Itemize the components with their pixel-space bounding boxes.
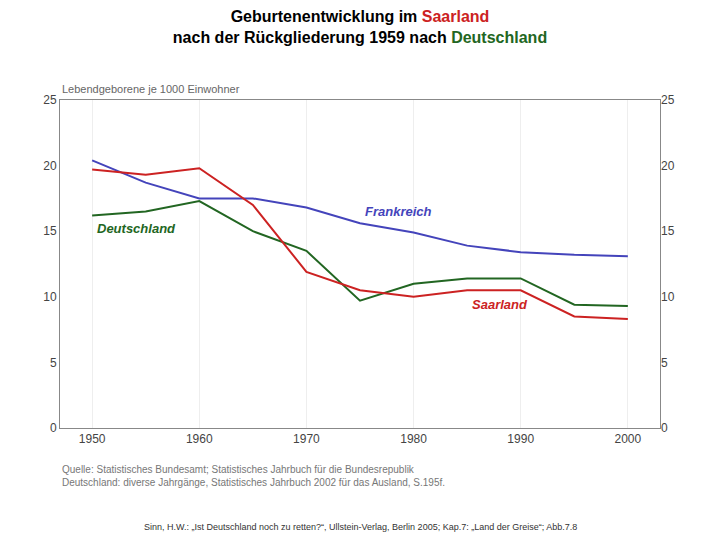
svg-text:10: 10 xyxy=(43,290,57,304)
svg-text:1960: 1960 xyxy=(186,432,213,446)
svg-text:Sinn, H.W.: „Ist Deutschland n: Sinn, H.W.: „Ist Deutschland noch zu ret… xyxy=(144,522,577,532)
svg-text:15: 15 xyxy=(661,224,675,238)
svg-text:1950: 1950 xyxy=(79,432,106,446)
svg-text:20: 20 xyxy=(43,159,57,173)
svg-text:25: 25 xyxy=(661,93,675,107)
svg-text:Lebendgeborene je 1000 Einwohn: Lebendgeborene je 1000 Einwohner xyxy=(62,83,240,95)
svg-text:Deutschland: Deutschland xyxy=(97,221,176,236)
svg-text:10: 10 xyxy=(661,290,675,304)
svg-text:20: 20 xyxy=(661,159,675,173)
svg-text:Geburtenentwicklung im Saarlan: Geburtenentwicklung im Saarlandnach der … xyxy=(173,8,547,46)
svg-text:Frankreich: Frankreich xyxy=(365,204,432,219)
svg-text:Quelle: Statistisches Bundesam: Quelle: Statistisches Bundesamt; Statist… xyxy=(62,464,445,488)
svg-text:5: 5 xyxy=(50,356,57,370)
svg-text:25: 25 xyxy=(43,93,57,107)
svg-text:0: 0 xyxy=(50,421,57,435)
svg-text:0: 0 xyxy=(661,421,668,435)
svg-text:2000: 2000 xyxy=(615,432,642,446)
svg-text:1990: 1990 xyxy=(507,432,534,446)
svg-text:15: 15 xyxy=(43,224,57,238)
svg-text:5: 5 xyxy=(661,356,668,370)
svg-text:1970: 1970 xyxy=(293,432,320,446)
svg-text:1980: 1980 xyxy=(400,432,427,446)
svg-text:Saarland: Saarland xyxy=(472,297,528,312)
